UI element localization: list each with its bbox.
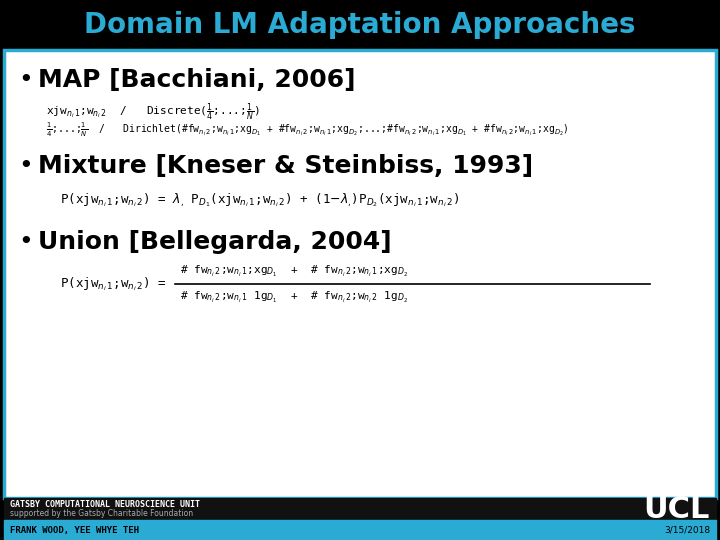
Text: P(xjw$_{n_i\,1}$;w$_{n_i\,2}$) =: P(xjw$_{n_i\,1}$;w$_{n_i\,2}$) = — [60, 275, 167, 293]
Bar — [4, 498, 716, 520]
Text: GATSBY COMPUTATIONAL NEUROSCIENCE UNIT: GATSBY COMPUTATIONAL NEUROSCIENCE UNIT — [10, 500, 200, 509]
Text: # fw$_{n_i\,2}$;w$_{n_i\,1}$;xg$_{D_1}$  +  # fw$_{n_i\,2}$;w$_{n_i\,1}$;xg$_{D_: # fw$_{n_i\,2}$;w$_{n_i\,1}$;xg$_{D_1}$ … — [180, 264, 408, 279]
Text: supported by the Gatsby Charitable Foundation: supported by the Gatsby Charitable Found… — [10, 509, 193, 518]
Text: $\frac{1}{4}$;...;$\frac{1}{N}$  /   Dirichlet(#fw$_{n_i\,2}$;w$_{n_i\,1}$;xg$_{: $\frac{1}{4}$;...;$\frac{1}{N}$ / Dirich… — [46, 121, 569, 139]
Text: MAP [Bacchiani, 2006]: MAP [Bacchiani, 2006] — [38, 68, 356, 92]
Text: Mixture [Kneser & Steinbiss, 1993]: Mixture [Kneser & Steinbiss, 1993] — [38, 154, 533, 178]
Text: Union [Bellegarda, 2004]: Union [Bellegarda, 2004] — [38, 230, 392, 254]
Text: FRANK WOOD, YEE WHYE TEH: FRANK WOOD, YEE WHYE TEH — [10, 525, 139, 535]
Text: Domain LM Adaptation Approaches: Domain LM Adaptation Approaches — [84, 11, 636, 39]
Text: •: • — [18, 154, 32, 178]
Text: •: • — [18, 68, 32, 92]
Bar — [4, 50, 716, 498]
Text: UCL: UCL — [644, 495, 710, 523]
Text: P(xjw$_{n_i\,1}$;w$_{n_i\,2}$) = $\lambda_{,}$ P$_{D_1}$(xjw$_{n_i\,1}$;w$_{n_i\: P(xjw$_{n_i\,1}$;w$_{n_i\,2}$) = $\lambd… — [60, 191, 459, 209]
Text: 3/15/2018: 3/15/2018 — [664, 525, 710, 535]
Text: xjw$_{n_i\,1}$;w$_{n_i\,2}$  /   Discrete($\frac{1}{4}$;...;$\frac{1}{N}$): xjw$_{n_i\,1}$;w$_{n_i\,2}$ / Discrete($… — [46, 102, 260, 123]
Bar — [4, 520, 716, 540]
Bar — [0, 0, 720, 50]
Text: # fw$_{n_i\,2}$;w$_{n_i\,1}$ 1g$_{D_1}$  +  # fw$_{n_i\,2}$;w$_{n_i\,2}$ 1g$_{D_: # fw$_{n_i\,2}$;w$_{n_i\,1}$ 1g$_{D_1}$ … — [180, 289, 408, 305]
Text: •: • — [18, 230, 32, 254]
